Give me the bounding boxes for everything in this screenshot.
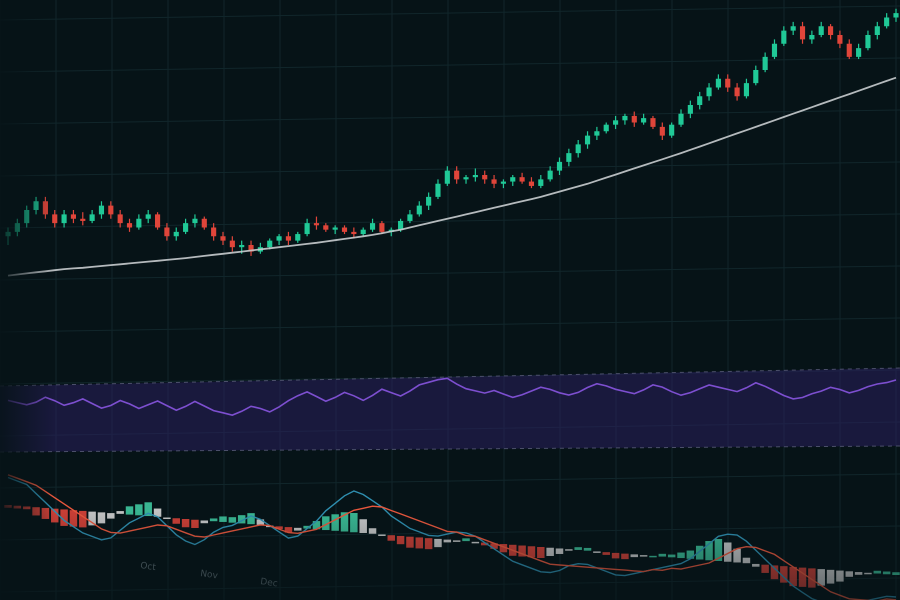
trading-chart: OctNovDec [0,0,900,600]
chart-canvas: OctNovDec [0,0,900,600]
bottom-vignette [0,0,900,600]
